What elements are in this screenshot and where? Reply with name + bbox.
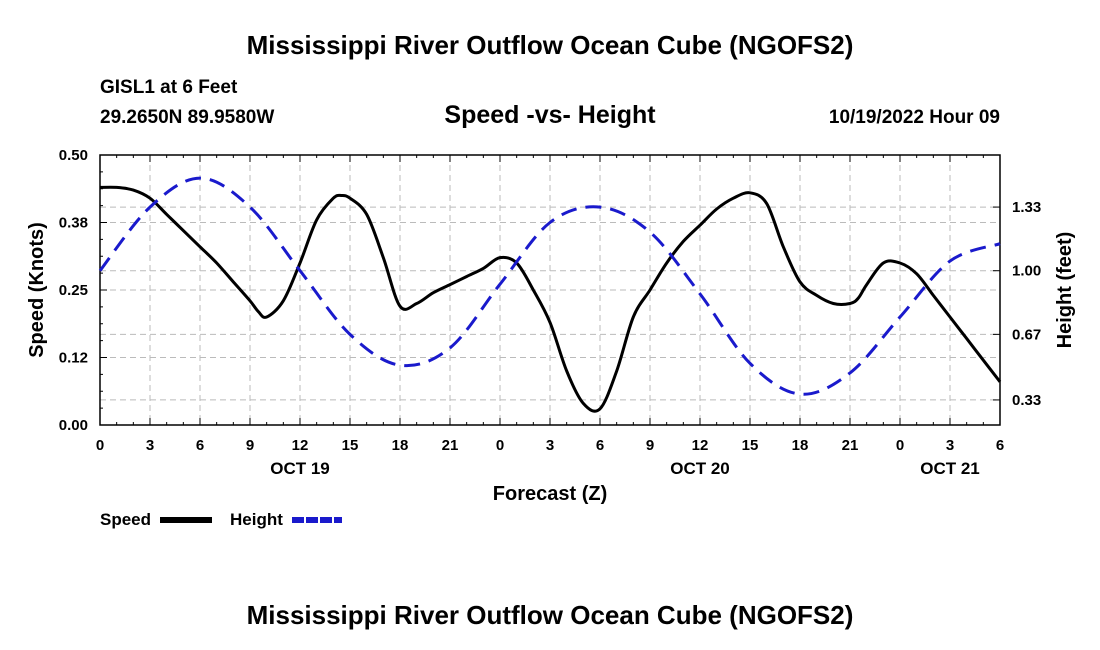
y-axis-label: Speed (Knots) <box>26 222 48 358</box>
day-label: OCT 21 <box>920 459 980 478</box>
x-tick-label: 3 <box>546 437 554 454</box>
x-tick-label: 6 <box>596 437 604 454</box>
x-tick-label: 0 <box>496 437 504 454</box>
coordinates-label: 29.2650N 89.9580W <box>100 107 275 128</box>
legend-label-speed: Speed <box>100 510 151 529</box>
x-tick-label: 0 <box>96 437 104 454</box>
y2-axis-label: Height (feet) <box>1054 232 1076 349</box>
legend: Speed Height <box>100 510 342 529</box>
y2-tick-label: 0.67 <box>1012 326 1041 343</box>
y-tick-label: 0.00 <box>59 417 88 434</box>
y2-tick-label: 1.00 <box>1012 263 1041 280</box>
x-tick-label: 21 <box>442 437 459 454</box>
x-tick-label: 15 <box>742 437 759 454</box>
bottom-title: Mississippi River Outflow Ocean Cube (NG… <box>246 600 854 630</box>
x-tick-label: 21 <box>842 437 859 454</box>
station-label: GISL1 at 6 Feet <box>100 77 238 98</box>
legend-label-height: Height <box>230 510 283 529</box>
x-tick-label: 9 <box>646 437 654 454</box>
axis-ticks: 0 3 6 9 12 15 18 21 0 3 6 9 12 15 18 21 0 3 6 0.00 0.12 0.25 0… <box>59 147 1041 478</box>
y-tick-label: 0.12 <box>59 350 88 367</box>
x-tick-label: 6 <box>196 437 204 454</box>
series <box>98 176 1002 413</box>
chart-subtitle: Speed -vs- Height <box>444 101 656 129</box>
x-tick-label: 18 <box>392 437 409 454</box>
day-label: OCT 19 <box>270 459 330 478</box>
main-title: Mississippi River Outflow Ocean Cube (NG… <box>246 30 854 60</box>
height-series-line <box>98 176 1001 396</box>
forecast-datetime: 10/19/2022 Hour 09 <box>828 107 1000 128</box>
x-tick-label: 9 <box>246 437 254 454</box>
day-label: OCT 20 <box>670 459 730 478</box>
x-tick-label: 12 <box>692 437 709 454</box>
x-tick-label: 3 <box>146 437 154 454</box>
y-tick-label: 0.25 <box>59 282 88 299</box>
x-tick-label: 18 <box>792 437 809 454</box>
x-tick-label: 0 <box>896 437 904 454</box>
speed-series-line <box>99 185 1002 413</box>
y2-tick-label: 1.33 <box>1012 199 1041 216</box>
x-tick-label: 6 <box>996 437 1004 454</box>
x-tick-label: 12 <box>292 437 309 454</box>
y-tick-label: 0.38 <box>59 215 88 232</box>
x-axis-label: Forecast (Z) <box>493 483 607 505</box>
x-tick-label: 15 <box>342 437 359 454</box>
y2-tick-label: 0.33 <box>1012 392 1041 409</box>
y-tick-label: 0.50 <box>59 147 88 164</box>
x-tick-label: 3 <box>946 437 954 454</box>
